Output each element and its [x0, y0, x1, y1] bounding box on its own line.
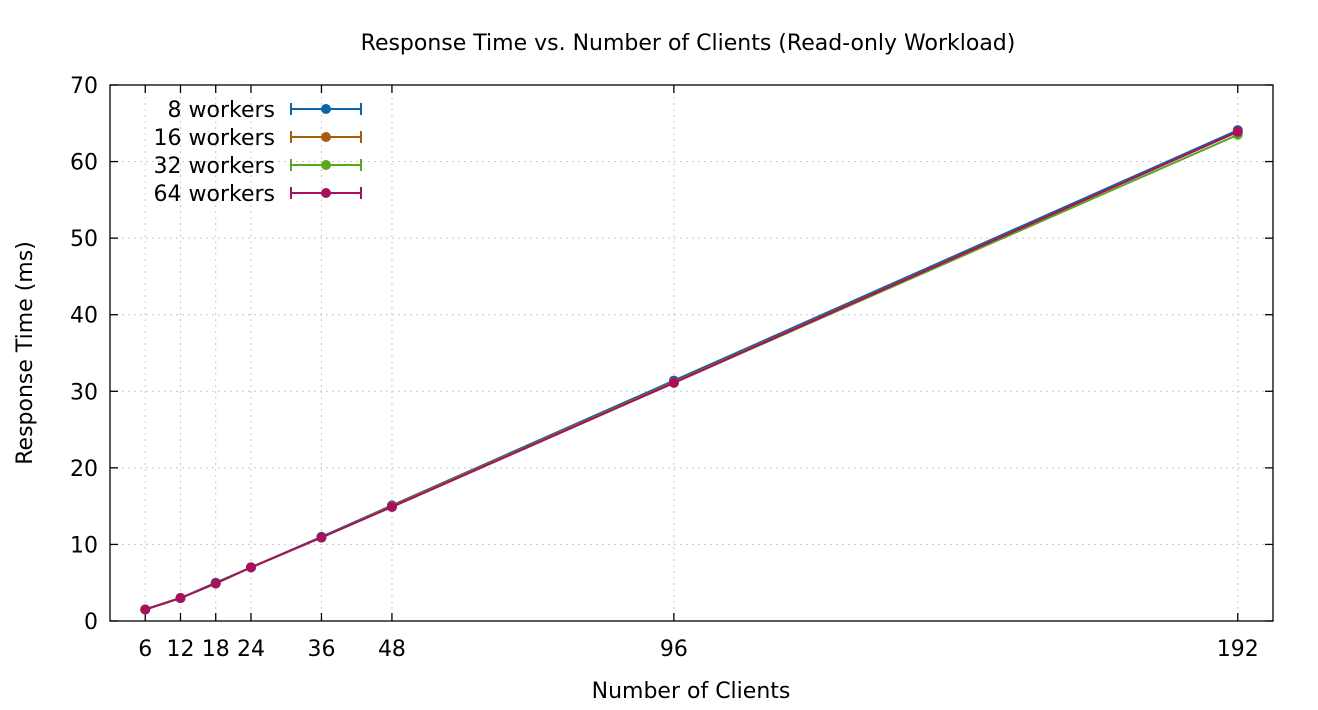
legend-label: 32 workers	[154, 154, 275, 179]
data-point	[668, 377, 679, 388]
data-point	[140, 604, 151, 615]
y-tick-label: 60	[70, 151, 98, 176]
data-point	[1232, 126, 1243, 137]
y-tick-label: 40	[70, 304, 98, 329]
y-tick-label: 10	[70, 533, 98, 558]
series-line	[144, 130, 1239, 611]
grid-lines	[110, 85, 1273, 621]
x-tick-label: 24	[237, 637, 265, 662]
legend-marker	[321, 188, 331, 198]
legend: 8 workers 16 workers 32 workers 64 workers	[154, 98, 362, 207]
x-tick-label: 12	[166, 637, 194, 662]
y-axis-label: Response Time (ms)	[13, 241, 38, 465]
x-tick-label: 6	[138, 637, 152, 662]
legend-entry: 8 workers	[168, 98, 362, 123]
legend-label: 64 workers	[154, 182, 275, 207]
series-group	[140, 125, 1243, 615]
legend-entry: 64 workers	[154, 182, 362, 207]
plot-frame	[109, 84, 1274, 622]
data-point	[245, 562, 256, 573]
x-tick-label: 18	[202, 637, 230, 662]
y-tick-label: 70	[70, 74, 98, 99]
y-tick-label: 20	[70, 457, 98, 482]
legend-marker	[321, 132, 331, 142]
series-1	[140, 126, 1243, 615]
y-tick-label: 0	[84, 610, 98, 635]
y-tick-label: 50	[70, 227, 98, 252]
x-tick-label: 48	[378, 637, 406, 662]
legend-label: 16 workers	[154, 126, 275, 151]
series-0	[140, 125, 1243, 615]
legend-entry: 32 workers	[154, 154, 362, 179]
x-tick-label: 36	[307, 637, 335, 662]
legend-label: 8 workers	[168, 98, 276, 123]
legend-entry: 16 workers	[154, 126, 362, 151]
x-axis-label: Number of Clients	[592, 679, 791, 704]
axis-ticks: 0 10 20 30 40 50 60 70 6 12 18 24 36 48 96 192	[70, 74, 1273, 662]
data-point	[316, 532, 327, 543]
data-point	[210, 578, 221, 589]
y-tick-label: 30	[70, 380, 98, 405]
series-line	[144, 129, 1239, 611]
legend-marker	[321, 160, 331, 170]
chart-title: Response Time vs. Number of Clients (Rea…	[361, 31, 1016, 56]
legend-marker	[321, 104, 331, 114]
series-3	[140, 126, 1243, 615]
x-tick-label: 96	[660, 637, 688, 662]
x-tick-label: 192	[1217, 637, 1259, 662]
data-point	[175, 593, 186, 604]
data-point	[386, 501, 397, 512]
